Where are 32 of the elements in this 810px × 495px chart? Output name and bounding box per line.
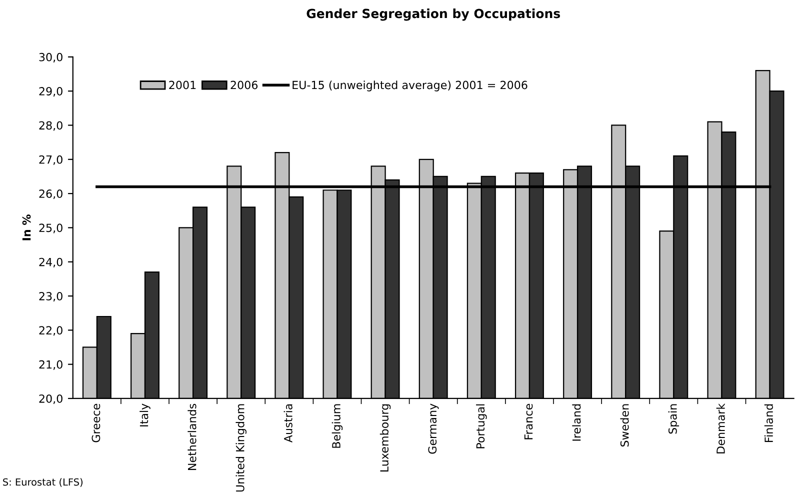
y-tick-label: 20,0 <box>39 394 62 404</box>
y-tick-label: 28,0 <box>39 121 62 131</box>
y-tick-label: 29,0 <box>39 87 62 97</box>
y-tick-label: 26,0 <box>39 190 62 200</box>
legend-label: 2006 <box>230 80 258 90</box>
x-tick-label: Spain <box>668 404 680 434</box>
x-tick-label: Belgium <box>332 404 343 448</box>
text: S: Eurostat (LFS) <box>3 478 82 487</box>
x-tick-label: Denmark <box>716 403 725 454</box>
x-tick-label: Finland <box>764 404 773 442</box>
y-axis-title: In % <box>22 214 31 240</box>
x-tick-label: Germany <box>428 404 439 454</box>
x-tick-label: Luxembourg <box>380 404 391 472</box>
y-tick-label: 24,0 <box>39 258 62 268</box>
y-tick-label: 27,0 <box>39 155 62 165</box>
x-tick-label: Austria <box>284 404 292 442</box>
y-tick-label: 22,0 <box>39 326 62 336</box>
x-tick-label: Netherlands <box>188 404 196 470</box>
x-tick-label: Portugal <box>476 404 487 448</box>
chart-title: Gender Segregation by Occupations <box>306 8 560 21</box>
y-tick-label: 23,0 <box>39 292 62 302</box>
x-tick-label: Greece <box>92 404 100 442</box>
y-tick-label: 21,0 <box>39 360 62 370</box>
legend-label: EU-15 (unweighted average) 2001 = 2006 <box>292 80 528 92</box>
legend-label: 2001 <box>169 80 196 90</box>
y-tick-label: 30,0 <box>39 52 62 62</box>
x-tick-label: France <box>524 404 533 440</box>
x-tick-label: Italy <box>140 404 150 426</box>
x-tick-label: United Kingdom <box>236 404 246 492</box>
x-tick-label: Sweden <box>620 404 629 447</box>
x-tick-label: Ireland <box>572 404 581 441</box>
y-tick-label: 25,0 <box>39 224 62 234</box>
